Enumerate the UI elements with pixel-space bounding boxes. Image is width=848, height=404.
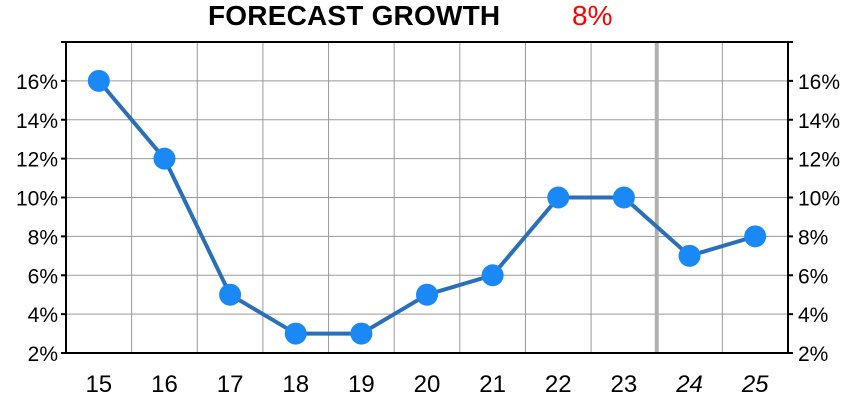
data-point (87, 69, 110, 92)
y-tick-label-right: 4% (798, 304, 828, 327)
series-group (87, 69, 767, 345)
data-point (416, 283, 438, 306)
y-tick-label-left: 16% (16, 71, 58, 94)
y-tick-label-left: 6% (28, 265, 58, 288)
data-point (284, 322, 307, 345)
y-tick-label-right: 8% (798, 226, 828, 249)
y-tick-label-right: 14% (798, 110, 840, 133)
data-point (612, 186, 635, 209)
y-tick-label-right: 12% (798, 149, 840, 172)
data-point (350, 322, 373, 345)
x-tick-label: 22 (545, 371, 572, 398)
chart-title-value: 8% (572, 0, 613, 31)
x-tick-label: 25 (741, 371, 769, 398)
data-point (744, 225, 767, 248)
data-point (678, 244, 701, 267)
x-tick-label: 17 (217, 371, 244, 398)
y-tick-label-right: 10% (798, 188, 840, 211)
data-point (219, 283, 242, 306)
y-tick-label-left: 12% (16, 149, 58, 172)
y-tick-labels-right: 2% 4% 6% 8% 10% 12% 14% 16% (798, 71, 840, 366)
y-tick-label-right: 16% (798, 71, 840, 94)
x-tick-labels: 15 16 17 18 19 20 21 22 23 24 25 (85, 371, 769, 398)
y-tick-label-left: 2% (28, 343, 58, 366)
y-tick-label-left: 8% (28, 226, 58, 249)
y-tick-label-left: 4% (28, 304, 58, 327)
x-tick-label: 21 (479, 371, 506, 398)
x-tick-label: 20 (414, 371, 441, 398)
x-tick-label: 18 (282, 371, 309, 398)
y-tick-labels-left: 2% 4% 6% 8% 10% 12% 14% 16% (16, 71, 58, 366)
x-tick-label: 15 (85, 371, 112, 398)
data-point (481, 264, 504, 287)
x-tick-label: 23 (611, 371, 638, 398)
x-tick-label: 16 (151, 371, 178, 398)
y-tick-label-right: 2% (798, 343, 828, 366)
data-point (153, 147, 176, 170)
x-tick-label: 19 (348, 371, 375, 398)
y-tick-label-right: 6% (798, 265, 828, 288)
chart-title-bar: FORECAST GROWTH 8% (0, 0, 848, 40)
chart-title: FORECAST GROWTH (208, 0, 501, 31)
x-tick-label: 24 (675, 371, 703, 398)
y-tick-label-left: 10% (16, 188, 58, 211)
y-tick-label-left: 14% (16, 110, 58, 133)
axes (61, 41, 793, 354)
data-point (547, 186, 570, 209)
grid-lines (66, 41, 788, 354)
